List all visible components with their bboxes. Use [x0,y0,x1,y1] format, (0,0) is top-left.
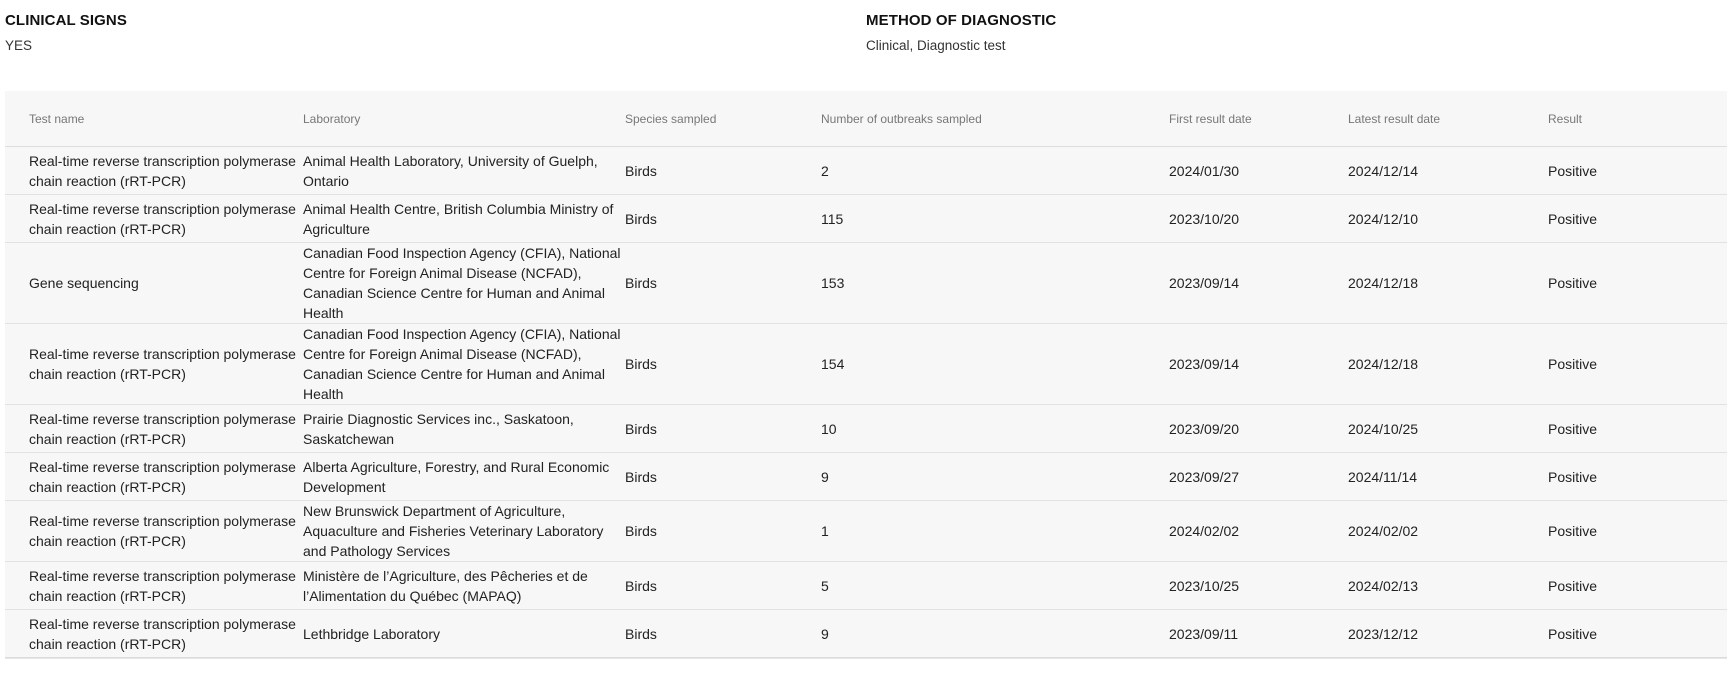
cell-species: Birds [625,404,821,453]
table-row: Real-time reverse transcription polymera… [5,500,1727,562]
cell-test-name: Real-time reverse transcription polymera… [5,323,303,405]
cell-result: Positive [1548,452,1727,501]
cell-outbreaks: 154 [821,323,1169,405]
cell-latest-date: 2024/10/25 [1348,404,1548,453]
cell-test-name: Real-time reverse transcription polymera… [5,194,303,243]
header-result: Result [1548,91,1727,147]
cell-outbreaks: 1 [821,500,1169,562]
cell-outbreaks: 9 [821,452,1169,501]
cell-test-name: Real-time reverse transcription polymera… [5,452,303,501]
cell-species: Birds [625,561,821,610]
method-of-diagnostic-label: METHOD OF DIAGNOSTIC [866,12,1057,29]
table-row: Real-time reverse transcription polymera… [5,609,1727,658]
table-header-row: Test name Laboratory Species sampled Num… [5,91,1727,147]
table-row: Real-time reverse transcription polymera… [5,404,1727,453]
method-of-diagnostic-value: Clinical, Diagnostic test [866,38,1006,53]
cell-outbreaks: 153 [821,242,1169,324]
cell-outbreaks: 5 [821,561,1169,610]
cell-outbreaks: 2 [821,146,1169,195]
cell-latest-date: 2024/12/14 [1348,146,1548,195]
cell-outbreaks: 9 [821,609,1169,658]
method-of-diagnostic-section: METHOD OF DIAGNOSTIC Clinical, Diagnosti… [866,12,1056,53]
cell-result: Positive [1548,242,1727,324]
cell-laboratory: Prairie Diagnostic Services inc., Saskat… [303,404,625,453]
diagnostic-tests-table: Test name Laboratory Species sampled Num… [5,91,1727,659]
cell-test-name: Real-time reverse transcription polymera… [5,404,303,453]
cell-result: Positive [1548,404,1727,453]
header-latest-result-date: Latest result date [1348,91,1548,147]
header-test-name: Test name [5,91,303,147]
cell-latest-date: 2024/11/14 [1348,452,1548,501]
cell-first-date: 2023/10/25 [1169,561,1348,610]
cell-species: Birds [625,194,821,243]
cell-result: Positive [1548,561,1727,610]
table-row: Real-time reverse transcription polymera… [5,323,1727,405]
cell-first-date: 2023/09/14 [1169,242,1348,324]
table-row: Gene sequencing Canadian Food Inspection… [5,242,1727,324]
cell-first-date: 2023/09/14 [1169,323,1348,405]
cell-test-name: Real-time reverse transcription polymera… [5,609,303,658]
table-row: Real-time reverse transcription polymera… [5,146,1727,195]
cell-species: Birds [625,323,821,405]
cell-latest-date: 2024/12/18 [1348,323,1548,405]
table-row: Real-time reverse transcription polymera… [5,194,1727,243]
cell-latest-date: 2024/02/13 [1348,561,1548,610]
cell-first-date: 2024/01/30 [1169,146,1348,195]
cell-latest-date: 2024/12/18 [1348,242,1548,324]
cell-laboratory: Canadian Food Inspection Agency (CFIA), … [303,242,625,324]
cell-latest-date: 2023/12/12 [1348,609,1548,658]
cell-first-date: 2023/10/20 [1169,194,1348,243]
cell-first-date: 2023/09/11 [1169,609,1348,658]
cell-species: Birds [625,146,821,195]
cell-first-date: 2023/09/20 [1169,404,1348,453]
cell-species: Birds [625,609,821,658]
cell-result: Positive [1548,146,1727,195]
cell-latest-date: 2024/02/02 [1348,500,1548,562]
header-laboratory: Laboratory [303,91,625,147]
cell-first-date: 2023/09/27 [1169,452,1348,501]
header-number-of-outbreaks: Number of outbreaks sampled [821,91,1169,147]
cell-result: Positive [1548,500,1727,562]
cell-test-name: Real-time reverse transcription polymera… [5,561,303,610]
cell-result: Positive [1548,194,1727,243]
cell-species: Birds [625,242,821,324]
cell-laboratory: Canadian Food Inspection Agency (CFIA), … [303,323,625,405]
cell-test-name: Real-time reverse transcription polymera… [5,146,303,195]
cell-laboratory: Lethbridge Laboratory [303,609,625,658]
cell-first-date: 2024/02/02 [1169,500,1348,562]
header-species-sampled: Species sampled [625,91,821,147]
table-row: Real-time reverse transcription polymera… [5,561,1727,610]
cell-laboratory: Animal Health Centre, British Columbia M… [303,194,625,243]
table-row: Real-time reverse transcription polymera… [5,452,1727,501]
cell-laboratory: Alberta Agriculture, Forestry, and Rural… [303,452,625,501]
cell-test-name: Gene sequencing [5,242,303,324]
cell-laboratory: Ministère de l’Agriculture, des Pêcherie… [303,561,625,610]
cell-outbreaks: 10 [821,404,1169,453]
clinical-signs-section: CLINICAL SIGNS YES [5,12,127,53]
cell-species: Birds [625,500,821,562]
cell-result: Positive [1548,323,1727,405]
clinical-signs-value: YES [5,38,33,53]
cell-test-name: Real-time reverse transcription polymera… [5,500,303,562]
header-first-result-date: First result date [1169,91,1348,147]
cell-laboratory: Animal Health Laboratory, University of … [303,146,625,195]
cell-result: Positive [1548,609,1727,658]
clinical-signs-label: CLINICAL SIGNS [5,12,127,29]
cell-laboratory: New Brunswick Department of Agriculture,… [303,500,625,562]
cell-latest-date: 2024/12/10 [1348,194,1548,243]
cell-outbreaks: 115 [821,194,1169,243]
cell-species: Birds [625,452,821,501]
